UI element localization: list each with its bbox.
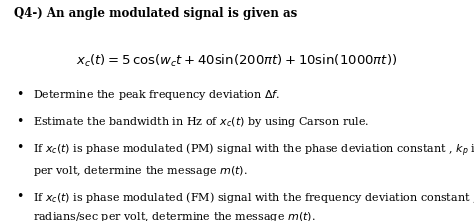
Text: Q4-) An angle modulated signal is given as: Q4-) An angle modulated signal is given … bbox=[14, 7, 298, 20]
Text: If $x_c(t)$ is phase modulated (FM) signal with the frequency deviation constant: If $x_c(t)$ is phase modulated (FM) sign… bbox=[33, 190, 474, 221]
Text: Determine the peak frequency deviation $\Delta f$.: Determine the peak frequency deviation $… bbox=[33, 88, 281, 102]
Text: •: • bbox=[17, 88, 24, 101]
Text: $x_c(t) = 5\,\cos(w_c t + 40\sin(200\pi t) + 10\sin(1000\pi t))$: $x_c(t) = 5\,\cos(w_c t + 40\sin(200\pi … bbox=[76, 53, 398, 69]
Text: Estimate the bandwidth in Hz of $x_c(t)$ by using Carson rule.: Estimate the bandwidth in Hz of $x_c(t)$… bbox=[33, 115, 369, 129]
Text: •: • bbox=[17, 115, 24, 128]
Text: If $x_c(t)$ is phase modulated (PM) signal with the phase deviation constant , $: If $x_c(t)$ is phase modulated (PM) sign… bbox=[33, 141, 474, 178]
Text: •: • bbox=[17, 141, 24, 154]
Text: •: • bbox=[17, 190, 24, 203]
